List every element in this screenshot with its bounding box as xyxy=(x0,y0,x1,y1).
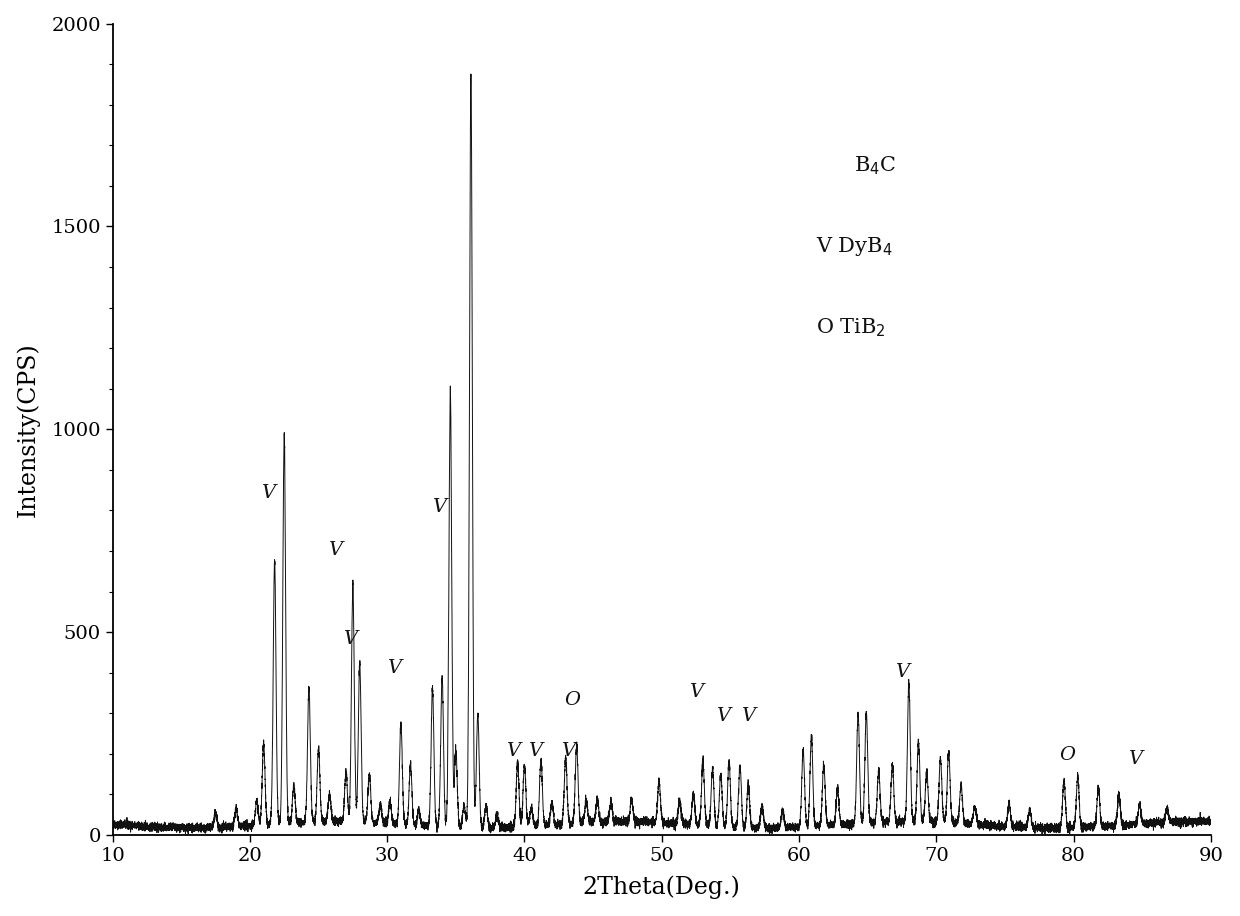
X-axis label: 2Theta(Deg.): 2Theta(Deg.) xyxy=(583,876,740,900)
Text: V: V xyxy=(689,683,703,701)
Text: V: V xyxy=(260,485,275,502)
Text: B$_4$C: B$_4$C xyxy=(854,154,897,177)
Text: O TiB$_2$: O TiB$_2$ xyxy=(816,317,885,339)
Text: V: V xyxy=(528,742,543,760)
Text: V: V xyxy=(327,541,342,559)
Text: V: V xyxy=(895,663,909,681)
Text: V: V xyxy=(1128,750,1142,768)
Text: V: V xyxy=(506,742,521,760)
Text: V: V xyxy=(387,659,401,677)
Text: O: O xyxy=(564,692,580,709)
Text: V DyB$_4$: V DyB$_4$ xyxy=(816,235,892,258)
Text: V: V xyxy=(717,707,730,725)
Text: V: V xyxy=(433,498,446,517)
Y-axis label: Intensity(CPS): Intensity(CPS) xyxy=(16,342,40,517)
Text: V: V xyxy=(343,630,357,649)
Text: V: V xyxy=(742,707,755,725)
Text: O: O xyxy=(1059,746,1075,764)
Text: V: V xyxy=(562,742,575,760)
